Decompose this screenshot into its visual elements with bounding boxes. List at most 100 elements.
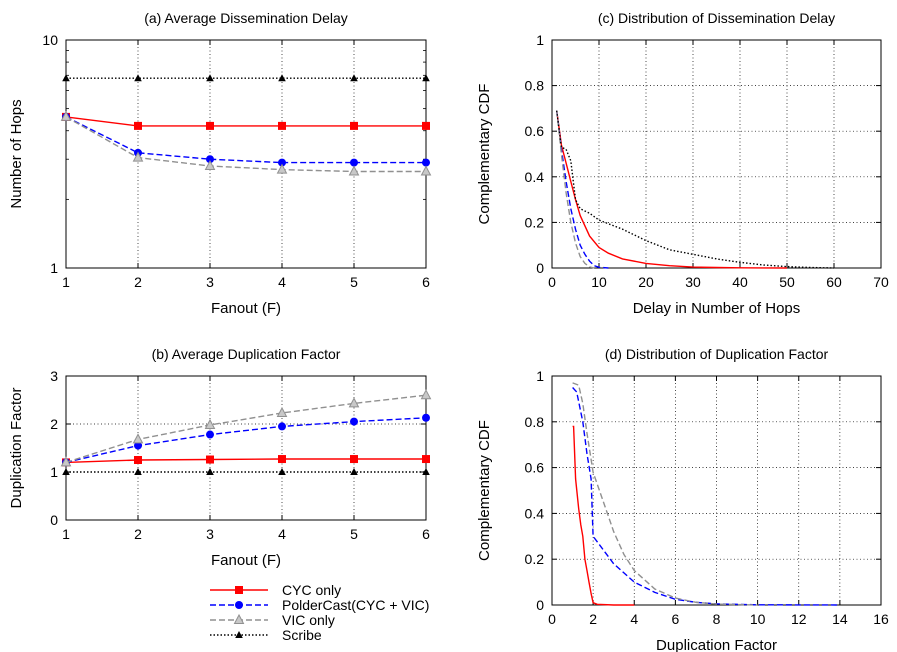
data-point-polder (278, 422, 286, 431)
data-point-scribe (278, 468, 286, 475)
data-point-scribe (350, 74, 358, 82)
data-point-scribe (278, 74, 286, 82)
data-point-cyc (278, 455, 286, 464)
chart-title: (c) Distribution of Dissemination Delay (598, 10, 835, 26)
plot-frame (551, 39, 882, 269)
y-tick-label: 3 (50, 368, 58, 384)
y-axis-label: Number of Hops (8, 99, 25, 208)
data-point-vic (204, 418, 216, 429)
data-point-scribe (134, 468, 142, 475)
x-tick-label: 4 (278, 526, 286, 542)
x-tick-label: 1 (62, 274, 70, 290)
series-line-polder (556, 110, 609, 269)
x-tick-label: 70 (873, 274, 889, 290)
x-tick-label: 5 (350, 526, 358, 542)
x-tick-label: 0 (548, 611, 556, 627)
x-tick-label: 6 (671, 611, 679, 627)
data-point-polder (206, 430, 214, 439)
x-tick-label: 30 (685, 274, 701, 290)
x-tick-label: 6 (422, 274, 430, 290)
legend-label-polder: PolderCast(CYC + VIC) (282, 597, 429, 613)
y-tick-label: 0.2 (525, 551, 545, 567)
chart-title: (b) Average Duplication Factor (152, 346, 341, 362)
y-axis-label: Complementary CDF (476, 420, 493, 561)
chart-panel-d: 0 2 4 6 8 10 12 14 16 0 0.2 0.4 0.6 0.8 1 (d) Distribut… (476, 346, 889, 652)
data-point-scribe (422, 74, 430, 82)
x-tick-label: 8 (713, 611, 721, 627)
y-tick-label: 0.8 (525, 78, 545, 94)
x-tick-label: 50 (779, 274, 795, 290)
x-tick-label: 2 (134, 274, 142, 290)
y-tick-label: 0.6 (525, 460, 545, 476)
data-point-polder (422, 413, 430, 422)
legend-label-vic: VIC only (282, 612, 335, 628)
series-line-vic (65, 116, 426, 173)
data-point-cyc (278, 121, 286, 130)
x-axis-label: Delay in Number of Hops (633, 300, 801, 317)
x-tick-label: 60 (826, 274, 842, 290)
y-tick-label: 0.4 (525, 169, 545, 185)
x-tick-label: 10 (591, 274, 607, 290)
x-tick-label: 12 (791, 611, 807, 627)
x-tick-label: 0 (548, 274, 556, 290)
legend-label-cyc: CYC only (282, 582, 341, 598)
chart-title: (a) Average Dissemination Delay (144, 10, 348, 26)
data-point-scribe (62, 74, 70, 82)
data-point-polder (350, 417, 358, 426)
data-point-cyc (350, 121, 358, 130)
data-point-polder (134, 441, 142, 450)
y-tick-label: 0 (536, 597, 544, 613)
x-tick-label: 14 (832, 611, 848, 627)
x-tick-label: 3 (206, 274, 214, 290)
x-tick-label: 2 (134, 526, 142, 542)
series-line-scribe (556, 110, 835, 269)
data-point-cyc (206, 121, 214, 130)
y-tick-label: 1 (50, 464, 58, 480)
series-line-cyc (572, 425, 635, 606)
data-point-scribe (206, 74, 214, 82)
x-tick-label: 10 (750, 611, 766, 627)
series-line-vic (572, 382, 758, 606)
y-tick-label: 2 (50, 416, 58, 432)
data-point-cyc (422, 121, 430, 130)
data-point-vic (276, 163, 288, 174)
x-axis-label: Fanout (F) (211, 300, 281, 317)
series-line-cyc (65, 116, 426, 127)
data-point-cyc (422, 455, 430, 464)
data-point-cyc (206, 455, 214, 464)
data-point-polder (206, 155, 214, 164)
series-line-polder (572, 387, 840, 606)
plot-frame (65, 375, 427, 521)
legend-marker-scribe (235, 631, 243, 638)
y-tick-label: 1 (50, 260, 58, 276)
series-line-cyc (65, 458, 426, 464)
y-tick-label: 0.8 (525, 414, 545, 430)
data-point-vic (276, 406, 288, 417)
data-point-vic (348, 165, 360, 176)
data-point-vic (348, 397, 360, 408)
y-tick-label: 0.6 (525, 123, 545, 139)
series-line-polder (65, 116, 426, 164)
x-tick-label: 2 (589, 611, 597, 627)
x-tick-label: 1 (62, 526, 70, 542)
data-point-cyc (134, 121, 142, 130)
y-tick-label: 1 (536, 32, 544, 48)
y-tick-label: 10 (42, 32, 58, 48)
x-tick-label: 40 (732, 274, 748, 290)
y-axis-label: Duplication Factor (8, 388, 25, 509)
data-point-vic (420, 165, 432, 176)
series-line-vic (556, 110, 595, 269)
x-axis-label: Duplication Factor (656, 637, 777, 652)
data-point-scribe (62, 468, 70, 475)
x-tick-label: 5 (350, 274, 358, 290)
data-point-scribe (422, 468, 430, 475)
plot-frame (551, 375, 882, 606)
data-point-vic (60, 456, 72, 467)
series-line-polder (65, 417, 427, 464)
y-tick-label: 0.2 (525, 214, 545, 230)
x-tick-label: 16 (873, 611, 889, 627)
data-point-vic (132, 433, 144, 444)
series-line-vic (65, 394, 427, 464)
